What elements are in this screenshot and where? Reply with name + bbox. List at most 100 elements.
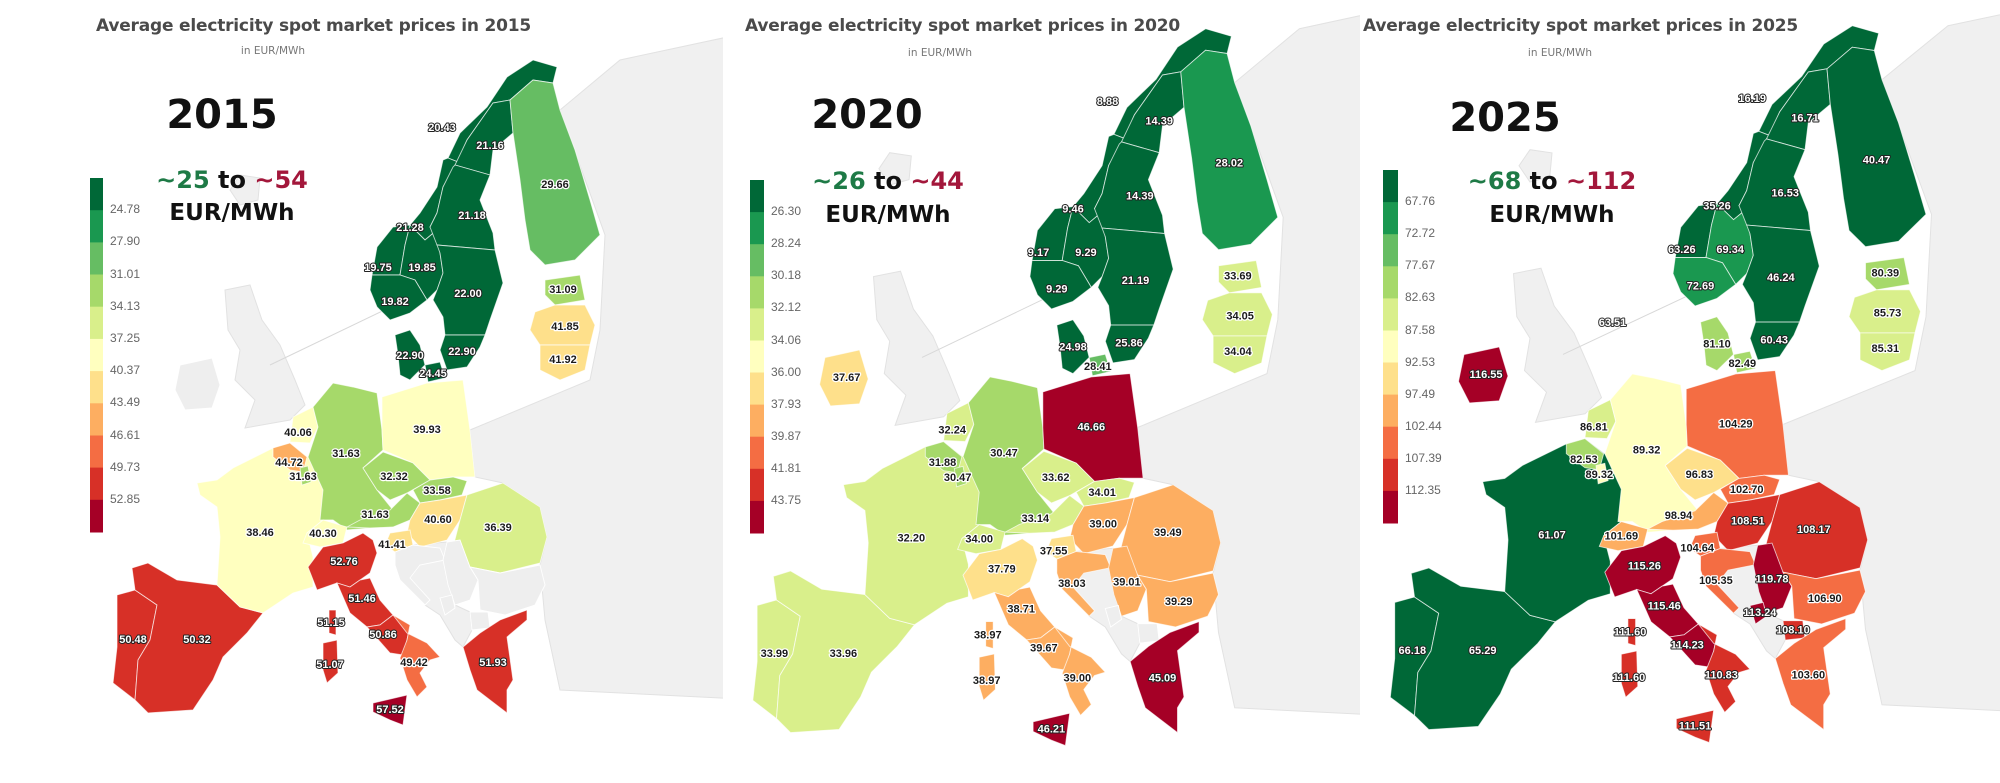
region-ee[interactable] [1218,259,1263,294]
region-corsica[interactable] [985,621,994,650]
region-dk2[interactable] [424,361,446,383]
region-me[interactable] [1749,601,1768,625]
region-lv[interactable] [1848,289,1921,334]
region-it-n[interactable] [307,532,378,591]
legend-label: 97.49 [1405,386,1436,401]
price-label-sardinia: 111.60 [1613,672,1645,684]
region-se3[interactable] [432,244,504,336]
price-label-se3: 46.24 [1767,272,1795,284]
region-ee[interactable] [1865,256,1911,291]
region-sicily[interactable] [372,694,408,726]
region-se2[interactable] [1094,141,1166,234]
region-ie[interactable] [1458,346,1509,404]
region-se2[interactable] [1738,138,1812,231]
region-mk[interactable] [1137,623,1160,644]
region-it-cn[interactable] [1635,583,1699,638]
region-mk[interactable] [469,611,491,631]
region-se3[interactable] [1741,224,1820,323]
region-rs[interactable] [442,539,479,606]
price-label-sardinia: 38.97 [973,675,1001,687]
region-sardinia[interactable] [322,639,339,684]
legend-2015 [90,178,103,533]
region-rs[interactable] [1108,545,1147,617]
region-gr[interactable] [1774,617,1847,731]
region-lv[interactable] [1201,292,1273,337]
region-se4[interactable] [439,334,486,371]
region-hr[interactable] [394,544,446,606]
price-label-no5: 19.75 [364,262,392,274]
price-label-be: 31.88 [929,457,957,469]
region-hr[interactable] [1056,551,1112,617]
legend-swatch [90,306,103,340]
region-it-s[interactable] [1697,623,1751,714]
region-dk2[interactable] [1088,353,1112,377]
region-ie[interactable] [819,349,869,407]
interconnector-line [269,304,396,366]
region-it-s[interactable] [1054,626,1107,717]
region-me[interactable] [439,594,456,616]
price-label-it-n: 52.76 [330,556,358,568]
region-lt[interactable] [1859,332,1916,372]
region-corsica[interactable] [328,609,337,636]
region-rs[interactable] [1752,542,1793,614]
region-bg[interactable] [469,564,546,616]
region-gr[interactable] [1129,620,1200,734]
price-label-fi: 40.47 [1863,154,1891,166]
region-se3[interactable] [1097,227,1174,326]
region-gr[interactable] [462,609,528,714]
region-fi[interactable] [509,79,601,266]
price-label-me: 113.24 [1743,607,1777,619]
price-label-cz: 32.32 [380,471,408,483]
legend-label: 107.39 [1405,450,1442,465]
region-sicily[interactable] [1032,712,1071,747]
region-es[interactable] [1410,567,1557,731]
region-bg[interactable] [1782,569,1866,625]
price-label-fi: 28.02 [1216,157,1244,169]
region-no2[interactable] [1672,257,1737,307]
price-label-dk1: 24.98 [1059,342,1087,354]
region-lt[interactable] [1212,335,1268,375]
region-lt[interactable] [539,344,591,381]
region-dk1[interactable] [1056,319,1090,375]
region-sicily[interactable] [1675,709,1715,744]
region-sardinia[interactable] [978,653,996,702]
region-hr[interactable] [1700,548,1757,614]
region-es[interactable] [772,570,916,734]
region-se4[interactable] [1104,324,1155,364]
region-no2[interactable] [369,274,428,321]
region-corsica[interactable] [1627,618,1637,647]
region-lv[interactable] [529,304,596,346]
price-label-hu: 40.60 [424,514,452,526]
region-it-cn[interactable] [336,577,394,628]
interconnector-line [1562,289,1701,355]
region-lu[interactable] [299,465,312,486]
region-me[interactable] [1104,604,1123,628]
map-subtitle: in EUR/MWh [240,45,306,57]
region-it-n[interactable] [962,538,1038,601]
region-se4[interactable] [1749,321,1801,361]
region-fi[interactable] [1826,46,1927,248]
price-label-ee: 33.69 [1224,271,1252,283]
legend-label: 77.67 [1405,258,1436,273]
region-fi[interactable] [1180,49,1279,251]
region-lu[interactable] [1595,462,1609,485]
region-ee[interactable] [544,274,586,306]
region-lu[interactable] [953,465,967,488]
region-dk1[interactable] [394,329,426,381]
region-sardinia[interactable] [1620,650,1639,699]
region-se2[interactable] [429,164,496,251]
region-ro[interactable] [1118,484,1222,583]
region-no2[interactable] [1029,260,1092,310]
region-it-cn[interactable] [993,586,1056,641]
region-dk1[interactable] [1699,316,1735,372]
region-dk2[interactable] [1732,350,1757,374]
price-label-pl: 104.29 [1719,418,1753,430]
region-es[interactable] [131,562,264,714]
region-bg[interactable] [1136,572,1219,628]
region-ro[interactable] [452,482,548,574]
region-it-n[interactable] [1604,535,1682,598]
region-it-s[interactable] [392,614,441,698]
region-ie[interactable] [174,357,221,411]
background-land-uk [224,284,306,429]
region-ro[interactable] [1763,481,1869,580]
